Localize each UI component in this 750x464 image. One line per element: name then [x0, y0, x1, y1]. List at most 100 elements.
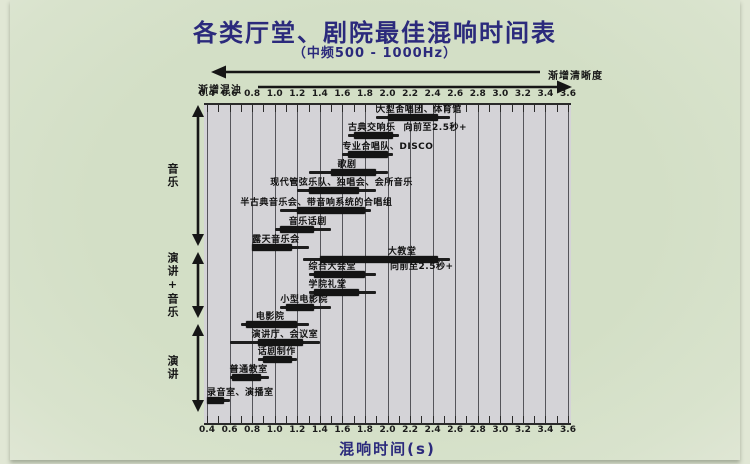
axis-tick-label: 0.4	[199, 89, 215, 99]
grid-line	[477, 105, 479, 423]
bar-label-text: 大教堂	[387, 247, 417, 257]
axis-tick-label: 2.6	[447, 89, 464, 99]
muddiness-arrow-label: 渐增混浊	[198, 85, 242, 96]
axis-minor-tick	[545, 416, 547, 423]
group-range-arrow	[192, 252, 204, 318]
axis-tick-label: 3.6	[560, 89, 576, 99]
axis-minor-tick	[556, 105, 558, 112]
axis-minor-tick	[331, 416, 333, 423]
axis-minor-tick	[297, 416, 299, 423]
axis-minor-tick	[308, 416, 310, 423]
axis-minor-tick	[297, 105, 299, 112]
bar-label-text: 普通教室	[229, 365, 268, 375]
axis-minor-tick	[398, 105, 400, 112]
axis-minor-tick	[218, 416, 220, 423]
page-title: 各类厅堂、剧院最佳混响时间表	[193, 19, 557, 47]
bar-label: 录音室、演播室	[207, 385, 274, 398]
bar-core	[257, 339, 303, 346]
bar-label-text: 小型电影院	[280, 295, 328, 305]
grid-line	[455, 105, 457, 423]
bar-core	[297, 207, 365, 214]
axis-minor-tick	[466, 105, 468, 112]
bar-core	[231, 374, 262, 381]
axis-minor-tick	[252, 105, 254, 112]
axis-minor-tick	[319, 105, 321, 112]
group-range-arrow	[192, 105, 204, 246]
chart-panel: 大型合唱团、体育馆 古典交响乐 向前至2.5秒+ 专业合唱队、DISCO 歌剧 现代管弦乐…	[204, 103, 571, 425]
axis-minor-tick	[364, 416, 366, 423]
axis-tick-label: 1.4	[311, 89, 328, 99]
bar-label: 普通教室	[230, 362, 268, 375]
axis-minor-tick	[443, 105, 445, 112]
bar-label: 古典交响乐 向前至2.5秒+	[348, 120, 467, 133]
axis-minor-tick	[477, 105, 479, 112]
axis-minor-tick	[252, 416, 254, 423]
axis-minor-tick	[274, 105, 276, 112]
axis-minor-tick	[331, 105, 333, 112]
axis-tick-label: 1.6	[334, 425, 351, 435]
axis-minor-tick	[353, 105, 355, 112]
bar-label-text: 歌剧	[337, 160, 357, 170]
axis-minor-tick	[421, 105, 423, 112]
muddiness-direction-arrow	[258, 80, 572, 94]
axis-tick-label: 0.6	[221, 425, 238, 435]
axis-tick-label: 0.4	[199, 425, 215, 435]
grid-line	[545, 105, 547, 423]
axis-minor-tick	[455, 105, 457, 112]
grid-line	[364, 105, 366, 423]
bar-label-text: 音乐话剧	[288, 217, 327, 227]
axis-tick-label: 3.2	[514, 425, 531, 435]
bar-core	[319, 256, 439, 263]
group-range-arrow	[192, 324, 204, 412]
axis-minor-tick	[387, 105, 389, 112]
bar-label-text: 话剧制作	[257, 347, 296, 357]
axis-minor-tick	[364, 105, 366, 112]
bar-label-text: 学院礼堂	[308, 280, 347, 290]
axis-minor-tick	[376, 105, 378, 112]
bar-label-text: 古典交响乐	[348, 123, 396, 133]
axis-minor-tick	[274, 416, 276, 423]
bar-note: 向前至2.5秒+	[390, 262, 454, 272]
axis-minor-tick	[534, 416, 536, 423]
bar-label-text: 大型合唱团、体育馆	[376, 105, 462, 115]
axis-tick-label: 2.8	[469, 89, 486, 99]
axis-tick-label: 0.8	[244, 425, 261, 435]
axis-minor-tick	[285, 105, 287, 112]
axis-minor-tick	[534, 105, 536, 112]
axis-tick-label: 1.8	[356, 425, 373, 435]
axis-minor-tick	[342, 416, 344, 423]
bar-label-text: 录音室、演播室	[207, 388, 274, 398]
axis-minor-tick	[477, 416, 479, 423]
axis-minor-tick	[342, 105, 344, 112]
clarity-arrow-label: 渐增清晰度	[548, 71, 603, 82]
grid-line	[274, 105, 276, 423]
bar-label-text: 专业合唱队、DISCO	[342, 142, 434, 152]
axis-minor-tick	[240, 105, 242, 112]
axis-minor-tick	[511, 105, 513, 112]
grid-line	[387, 105, 389, 423]
axis-tick-label: 0.6	[221, 89, 238, 99]
bar-core	[252, 244, 292, 251]
axis-tick-label: 2.0	[379, 425, 396, 435]
axis-minor-tick	[285, 416, 287, 423]
bar-core	[207, 397, 224, 404]
grid-line	[568, 105, 569, 423]
clarity-direction-arrow	[211, 65, 540, 79]
bar-label: 学院礼堂	[309, 277, 347, 290]
axis-minor-tick	[218, 105, 220, 112]
axis-minor-tick	[229, 105, 231, 112]
grid-line	[432, 105, 434, 423]
axis-tick-label: 2.8	[469, 425, 486, 435]
axis-tick-label: 2.2	[402, 425, 419, 435]
axis-minor-tick	[500, 416, 502, 423]
axis-tick-label: 2.0	[379, 89, 396, 99]
axis-minor-tick	[466, 416, 468, 423]
axis-tick-label: 3.2	[514, 89, 531, 99]
axis-minor-tick	[353, 416, 355, 423]
axis-tick-label: 1.4	[311, 425, 328, 435]
bar-label-text: 电影院	[255, 312, 285, 322]
bar-label-text: 演讲厅、会议室	[251, 330, 319, 340]
axis-tick-label: 2.4	[424, 89, 441, 99]
bar-core	[308, 187, 360, 194]
bar-core	[353, 132, 394, 139]
